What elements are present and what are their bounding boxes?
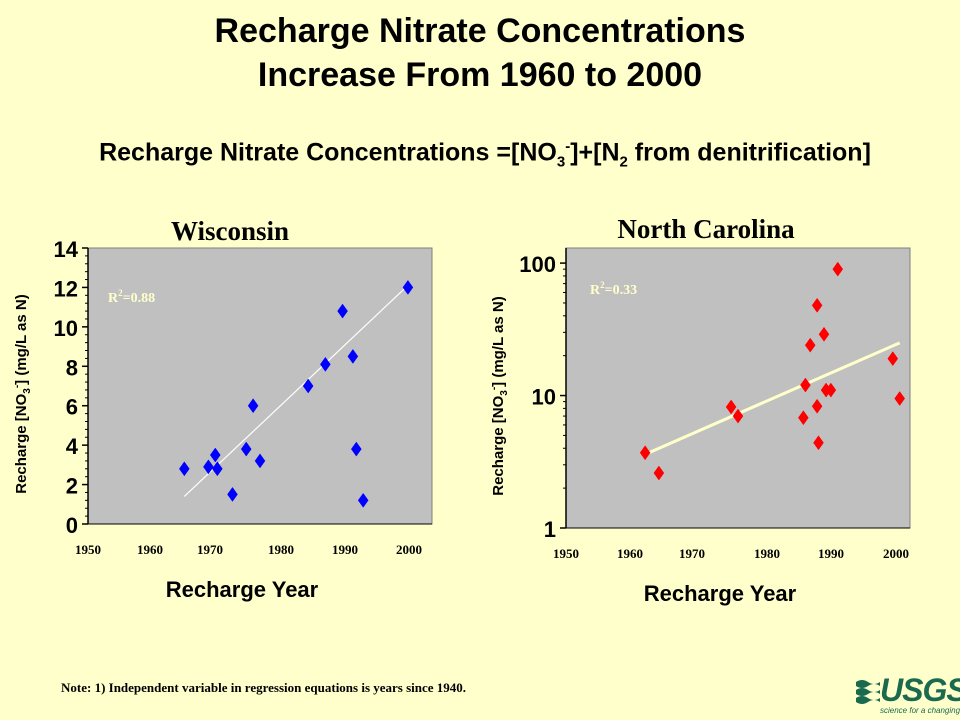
- wi-chart-title: Wisconsin: [171, 216, 289, 246]
- nc-data-point: [832, 261, 844, 277]
- wi-data-point: [320, 356, 331, 372]
- wi-y-axis-label: Recharge [NO3-] (mg/L as N): [12, 294, 33, 494]
- nc-trend-line: [644, 341, 901, 456]
- nc-data-point: [639, 445, 651, 461]
- formula-sup-minus: -: [565, 138, 571, 155]
- wi-data-point: [302, 378, 314, 394]
- usgs-logo-text: USGS: [880, 672, 960, 708]
- nc-r2-annotation: R2=0.33: [590, 280, 637, 298]
- nc-data-point: [894, 391, 905, 406]
- nc-data-point: [811, 297, 823, 313]
- wi-data-point: [203, 459, 214, 475]
- nc-x-tick-label: 2000: [883, 546, 909, 561]
- nc-data-point: [825, 382, 837, 398]
- wi-data-point: [212, 461, 223, 477]
- wi-y-tick-label: 0: [66, 513, 78, 538]
- wi-data-point: [240, 441, 252, 457]
- nc-x-tick-label: 1960: [617, 546, 643, 561]
- nc-plot-area: [565, 247, 911, 529]
- wi-x-tick-label: 1960: [137, 542, 163, 557]
- regression-note: Note: 1) Independent variable in regress…: [61, 680, 467, 695]
- nc-data-point: [811, 398, 823, 414]
- wi-y-tick-label: 14: [54, 237, 79, 262]
- formula-suffix: from denitrification]: [627, 138, 871, 167]
- wi-y-tick-label: 4: [66, 434, 79, 459]
- wi-x-tick-label: 2000: [396, 542, 422, 557]
- nc-chart: North Carolina 1 10 100 1950 1960 1970 1980 1990…: [489, 214, 911, 606]
- slide-title-line2: Increase From 1960 to 2000: [257, 56, 703, 94]
- nc-y-tick-label: 1: [544, 517, 556, 542]
- nc-data-point: [813, 435, 824, 451]
- wi-x-axis-label: Recharge Year: [166, 577, 319, 602]
- nc-y-axis-label: Recharge [NO3-] (mg/L as N): [489, 296, 510, 496]
- wi-data-point: [337, 303, 348, 319]
- nc-chart-title: North Carolina: [617, 214, 795, 244]
- nc-data-point: [818, 326, 830, 342]
- wi-x-tick-label: 1950: [75, 542, 101, 557]
- nc-x-axis-label: Recharge Year: [644, 581, 797, 606]
- formula-sub-3: 3: [556, 153, 566, 171]
- wi-data-point: [209, 447, 221, 463]
- wi-data-point: [227, 486, 238, 502]
- wi-r2-annotation: R2=0.88: [108, 288, 155, 306]
- nc-data-point: [887, 351, 899, 367]
- nc-y-tick-label: 100: [519, 252, 556, 277]
- wi-chart: Wisconsin 0 2 4 6 8 10 12 14 1950 1960 1970 1980 1990…: [12, 216, 433, 602]
- wi-y-tick-label: 10: [54, 316, 78, 341]
- usgs-logo: USGS science for a changing world: [856, 672, 960, 718]
- nc-data-point: [732, 408, 744, 424]
- wi-y-tick-label: 6: [66, 395, 78, 420]
- wi-y-tick-label: 12: [54, 276, 78, 301]
- usgs-wave-icon: [856, 680, 880, 704]
- nc-x-tick-label: 1990: [818, 546, 844, 561]
- nc-x-tick-label: 1970: [679, 546, 705, 561]
- formula-subtitle: Recharge Nitrate Concentrations =[NO3-]+…: [0, 138, 960, 170]
- wi-data-point: [179, 461, 190, 477]
- wi-trend-line: [183, 285, 409, 497]
- wi-data-point: [347, 348, 359, 364]
- nc-y-tick-label: 10: [532, 385, 556, 410]
- formula-middle: ]+[N: [570, 138, 620, 167]
- nc-data-point: [653, 465, 665, 481]
- wi-y-tick-label: 2: [66, 474, 78, 499]
- slide-title-line1: Recharge Nitrate Concentrations: [214, 12, 746, 50]
- wi-y-tick-label: 8: [66, 355, 78, 380]
- nc-data-point: [798, 410, 809, 426]
- wi-data-point: [254, 453, 266, 469]
- wi-data-point: [357, 492, 369, 508]
- wi-data-point: [247, 398, 259, 414]
- formula-sub-2: 2: [619, 153, 628, 171]
- wi-plot-area: [87, 247, 433, 525]
- wi-x-tick-label: 1970: [197, 542, 223, 557]
- nc-data-point: [804, 337, 816, 353]
- wi-x-tick-label: 1990: [332, 542, 358, 557]
- usgs-logo-tagline: science for a changing world: [880, 706, 960, 715]
- formula-prefix: Recharge Nitrate Concentrations =[NO: [99, 138, 557, 167]
- wi-data-point: [351, 441, 362, 457]
- nc-x-tick-label: 1950: [553, 546, 579, 561]
- nc-x-tick-label: 1980: [754, 546, 780, 561]
- nc-data-point: [800, 377, 811, 393]
- wi-x-tick-label: 1980: [268, 542, 294, 557]
- wi-data-point: [402, 279, 414, 295]
- nc-data-point: [725, 399, 737, 415]
